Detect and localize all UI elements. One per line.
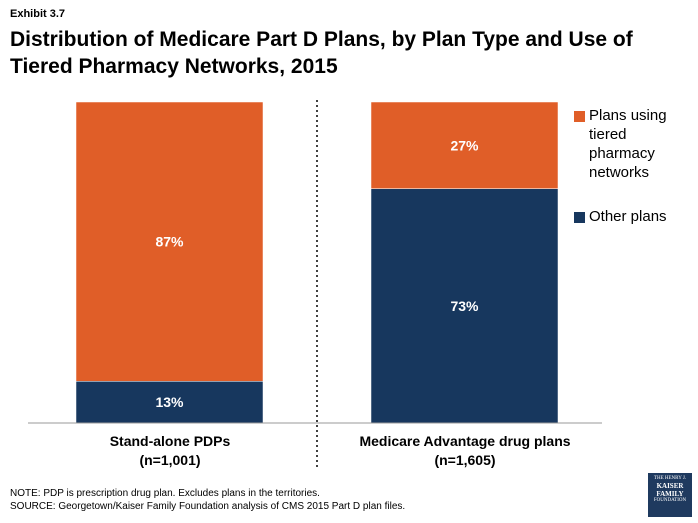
legend-item-tiered: Plans using tiered pharmacy networks (574, 106, 689, 182)
category-n-pdp: (n=1,001) (139, 452, 201, 468)
category-name-pdp: Stand-alone PDPs (109, 433, 231, 449)
legend-swatch-other (574, 212, 585, 223)
footer-note: NOTE: PDP is prescription drug plan. Exc… (10, 488, 320, 499)
category-label-ma: Medicare Advantage drug plans (n=1,605) (315, 432, 615, 470)
category-name-ma: Medicare Advantage drug plans (359, 433, 571, 449)
legend-label-other: Other plans (589, 208, 667, 225)
kff-logo: THE HENRY J. KAISER FAMILY FOUNDATION (648, 473, 692, 517)
legend-label-tiered: Plans using tiered pharmacy networks (589, 107, 667, 181)
bar-tiered-1 (370, 101, 559, 189)
legend-item-other: Other plans (574, 207, 689, 226)
footer-source: SOURCE: Georgetown/Kaiser Family Foundat… (10, 501, 406, 512)
bar-tiered-0 (75, 101, 264, 382)
data-label-tiered-0: 87% (155, 234, 184, 250)
chart-title: Distribution of Medicare Part D Plans, b… (10, 28, 633, 78)
data-label-other-1: 73% (450, 298, 479, 314)
exhibit-label: Exhibit 3.7 (10, 8, 66, 20)
category-label-pdp: Stand-alone PDPs (n=1,001) (40, 432, 300, 470)
category-n-ma: (n=1,605) (434, 452, 496, 468)
bar-other-0 (75, 381, 264, 424)
legend-swatch-tiered (574, 111, 585, 122)
data-label-tiered-1: 27% (450, 137, 479, 153)
data-label-other-0: 13% (155, 394, 184, 410)
bar-group: 13% 87% 73% 27% (75, 101, 559, 424)
bar-other-1 (370, 188, 559, 424)
